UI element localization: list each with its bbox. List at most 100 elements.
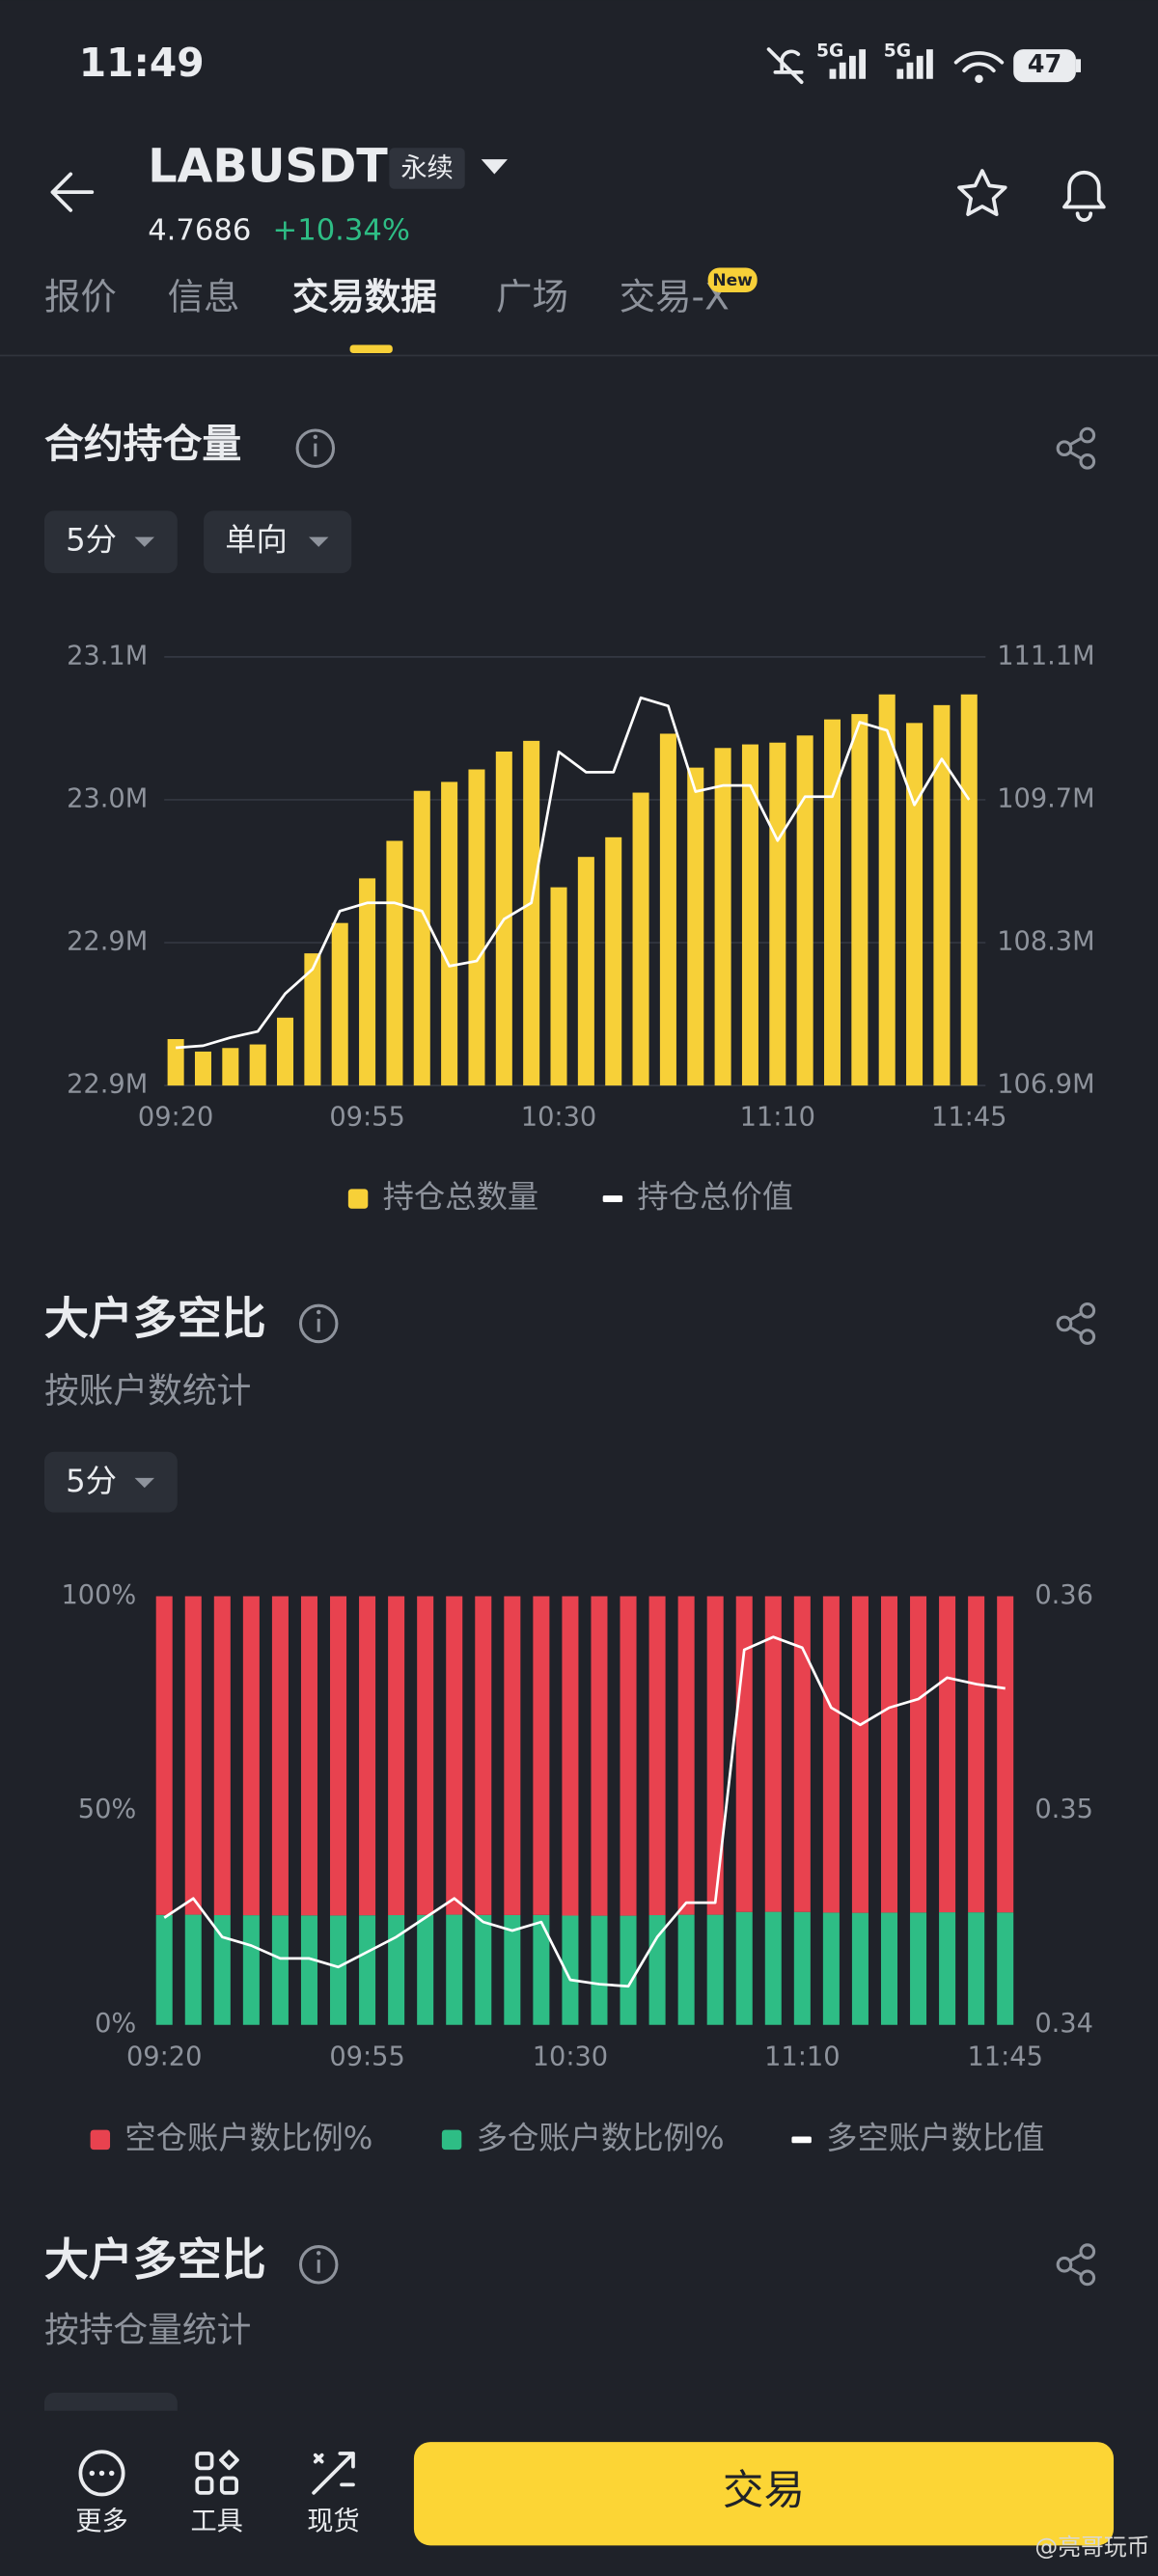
bar xyxy=(632,792,649,1086)
bar-segment xyxy=(155,1914,173,2025)
filter[interactable]: 5分 xyxy=(66,1463,117,1499)
bar-segment xyxy=(968,1596,985,1913)
x-tick-label: 09:20 xyxy=(126,2042,202,2071)
bar xyxy=(906,723,924,1086)
bar-segment xyxy=(939,1912,956,2025)
bar-segment xyxy=(822,1912,840,2025)
bar-segment xyxy=(330,1915,347,2025)
bar-segment xyxy=(359,1915,376,2025)
legend-marker xyxy=(90,2129,111,2151)
section-title: 大户多空比 xyxy=(44,2233,266,2286)
bar-segment xyxy=(620,1596,637,1916)
watermark: @亮哥玩币 xyxy=(1034,2534,1149,2561)
price: 4.7686 xyxy=(148,214,251,248)
bar-segment xyxy=(648,1596,666,1916)
bar-segment xyxy=(735,1911,753,2025)
tick-label: 111.1M xyxy=(997,641,1094,671)
bar xyxy=(796,735,813,1086)
bar xyxy=(277,1017,294,1086)
bar xyxy=(523,740,540,1086)
share-button[interactable] xyxy=(1056,1302,1096,1345)
x-tick-label: 11:45 xyxy=(967,2042,1042,2071)
tick-label: 23.1M xyxy=(67,641,148,671)
nav-label[interactable]: 工具 xyxy=(190,2507,242,2536)
bar xyxy=(741,744,758,1086)
bar-segment xyxy=(213,1915,231,2025)
tab-indicator xyxy=(349,344,393,353)
bar-segment xyxy=(562,1596,579,1916)
bar xyxy=(659,733,676,1086)
bar xyxy=(441,781,458,1086)
symbol-dropdown[interactable] xyxy=(481,159,508,175)
bar-segment xyxy=(764,1596,782,1912)
spot-icon[interactable] xyxy=(312,2452,355,2495)
bar xyxy=(359,878,376,1086)
bar-segment xyxy=(446,1914,463,2025)
trade-button[interactable] xyxy=(413,2442,1115,2546)
bar-segment xyxy=(591,1596,608,1916)
nav-label[interactable]: 更多 xyxy=(75,2507,127,2536)
info-icon[interactable] xyxy=(295,428,336,468)
tick-label: 22.9M xyxy=(67,1070,148,1100)
x-tick-label: 10:30 xyxy=(521,1103,596,1133)
filter-bg[interactable] xyxy=(204,510,352,574)
share-button[interactable] xyxy=(1056,2243,1096,2287)
bar-segment xyxy=(562,1915,579,2025)
bar xyxy=(769,742,786,1086)
bar-segment xyxy=(735,1596,753,1912)
bar-segment xyxy=(939,1596,956,1913)
bar-segment xyxy=(851,1596,868,1913)
bar-segment xyxy=(706,1596,724,1915)
bar-segment xyxy=(417,1596,434,1915)
tab-active[interactable]: 交易数据 xyxy=(292,275,437,317)
back-button[interactable] xyxy=(50,172,95,212)
bar xyxy=(577,857,594,1086)
symbol[interactable]: LABUSDT xyxy=(148,140,388,193)
filter-bg[interactable] xyxy=(43,510,178,574)
tools-icon[interactable] xyxy=(195,2450,239,2495)
info-icon[interactable] xyxy=(298,1303,339,1344)
x-tick-label: 11:10 xyxy=(740,1103,815,1133)
alert-button[interactable] xyxy=(1062,170,1106,222)
filter-bg[interactable] xyxy=(43,1451,178,1513)
x-tick-label: 09:20 xyxy=(138,1103,213,1133)
info-icon[interactable] xyxy=(298,2245,339,2285)
bar-segment xyxy=(764,1911,782,2025)
section-subtitle: 按持仓量统计 xyxy=(44,2311,251,2350)
tag-bg xyxy=(389,148,465,189)
bar-segment xyxy=(155,1596,173,1915)
bar-segment xyxy=(446,1596,463,1915)
battery-level: 47 xyxy=(1028,50,1062,79)
bar xyxy=(304,953,321,1086)
tab[interactable]: 广场 xyxy=(496,275,568,317)
bar-segment xyxy=(997,1596,1014,1913)
bar-segment xyxy=(793,1911,811,2025)
bar-segment xyxy=(851,1912,868,2025)
trade-button-label[interactable]: 交易 xyxy=(723,2467,805,2514)
bar-segment xyxy=(591,1915,608,2025)
tab[interactable]: 报价 xyxy=(44,275,117,317)
tick-label: 108.3M xyxy=(997,927,1094,957)
bar xyxy=(222,1048,239,1086)
dropdown-arrow xyxy=(134,1477,154,1489)
bar-segment xyxy=(793,1596,811,1912)
filter[interactable]: 单向 xyxy=(225,522,288,559)
share-button[interactable] xyxy=(1056,426,1096,470)
tick-label: 109.7M xyxy=(997,783,1094,813)
bar-segment xyxy=(388,1596,405,1916)
bar-segment xyxy=(910,1596,927,1913)
bar-segment xyxy=(417,1914,434,2025)
bar-segment xyxy=(330,1596,347,1916)
bar-segment xyxy=(242,1915,260,2025)
tick-label: 100% xyxy=(61,1580,136,1610)
bar xyxy=(933,704,951,1086)
favorite-button[interactable] xyxy=(957,169,1007,217)
legend-label: 持仓总数量 xyxy=(383,1179,539,1216)
filter[interactable]: 5分 xyxy=(66,522,117,559)
tab[interactable]: 信息 xyxy=(168,275,240,317)
more-icon[interactable] xyxy=(78,2450,125,2497)
bar-segment xyxy=(533,1596,550,1915)
nav-label[interactable]: 现货 xyxy=(307,2507,359,2536)
